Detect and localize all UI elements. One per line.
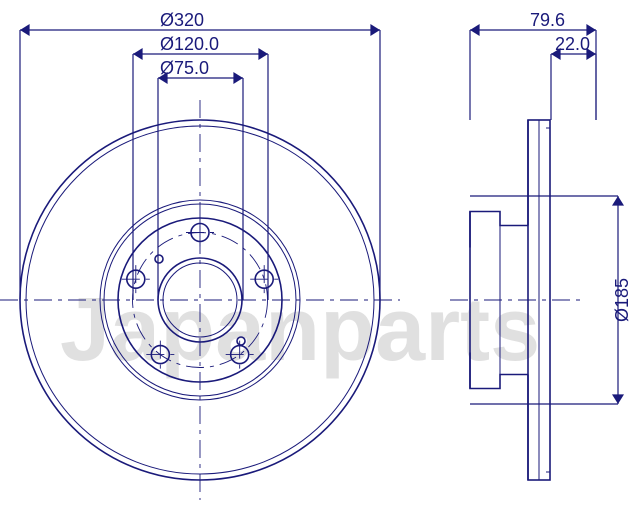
dim-d120: Ø120.0 (160, 34, 219, 54)
dim-w796: 79.6 (530, 10, 565, 30)
dim-d75: Ø75.0 (160, 58, 209, 78)
dim-d320: Ø320 (160, 10, 204, 30)
dim-w22: 22.0 (555, 34, 590, 54)
dim-d185: Ø185 (612, 278, 632, 322)
locating-hole (155, 255, 163, 263)
